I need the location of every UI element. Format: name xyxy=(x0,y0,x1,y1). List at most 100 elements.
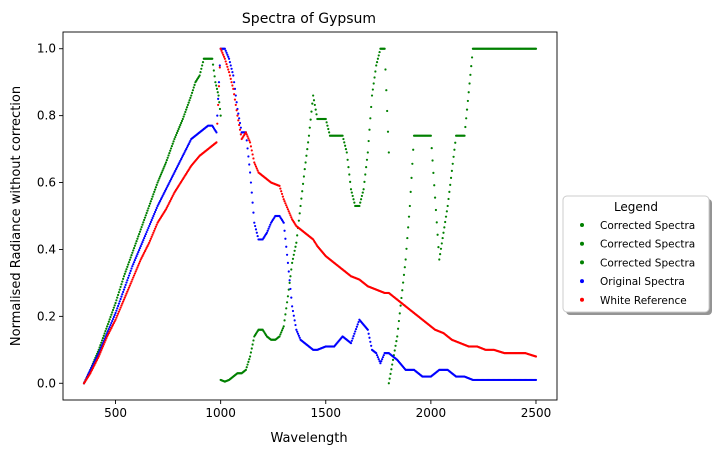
data-point xyxy=(286,208,290,211)
data-point xyxy=(369,117,372,120)
data-point xyxy=(163,191,166,194)
data-point xyxy=(245,133,248,136)
data-point xyxy=(159,175,162,178)
data-point xyxy=(299,204,302,208)
data-point xyxy=(105,337,108,340)
data-point xyxy=(143,236,146,240)
data-point xyxy=(143,218,146,222)
data-point xyxy=(280,329,284,332)
data-point xyxy=(94,362,97,365)
data-point xyxy=(290,296,293,299)
data-point xyxy=(304,161,307,164)
data-point xyxy=(383,47,386,50)
data-point xyxy=(95,357,98,360)
data-point xyxy=(215,141,218,144)
data-point xyxy=(141,255,144,258)
data-point xyxy=(238,123,241,127)
data-point xyxy=(239,133,242,136)
data-point xyxy=(228,74,232,77)
data-point xyxy=(298,336,301,339)
data-point xyxy=(359,198,363,201)
data-point xyxy=(111,317,115,321)
data-point xyxy=(144,214,147,217)
data-point xyxy=(143,234,147,238)
data-point xyxy=(267,227,270,230)
data-point xyxy=(211,63,215,66)
data-point xyxy=(147,226,150,230)
data-point xyxy=(121,302,124,305)
data-point xyxy=(315,113,318,116)
data-point xyxy=(137,235,140,238)
data-point xyxy=(151,216,154,220)
y-tick-label: 0.8 xyxy=(37,109,56,123)
data-point xyxy=(135,268,138,271)
data-point xyxy=(174,135,177,139)
y-tick-label: 0.2 xyxy=(37,309,56,323)
data-point xyxy=(381,358,384,361)
data-point xyxy=(347,166,350,169)
data-point xyxy=(168,181,171,184)
data-point xyxy=(352,335,355,338)
data-point xyxy=(356,323,359,326)
data-point xyxy=(222,53,225,56)
data-point xyxy=(132,261,136,264)
data-point xyxy=(305,154,308,157)
data-point xyxy=(129,269,132,272)
data-point xyxy=(122,298,126,301)
data-point xyxy=(173,137,176,141)
data-point xyxy=(252,157,255,160)
data-point xyxy=(280,192,284,196)
data-point xyxy=(162,193,165,196)
data-point xyxy=(153,190,156,194)
data-point xyxy=(366,328,369,331)
data-point xyxy=(239,126,242,129)
data-point xyxy=(169,149,172,152)
data-point xyxy=(131,265,134,268)
data-point xyxy=(398,312,401,315)
data-point xyxy=(114,318,117,321)
data-point xyxy=(185,146,189,149)
data-point xyxy=(232,74,235,77)
data-point xyxy=(166,156,169,159)
data-point xyxy=(122,288,126,291)
data-point xyxy=(407,215,411,218)
data-point xyxy=(143,250,147,253)
data-point xyxy=(436,233,439,236)
chart-title: Spectra of Gypsum xyxy=(242,11,376,27)
data-point xyxy=(117,310,121,313)
data-point xyxy=(249,145,253,148)
data-point xyxy=(534,47,538,50)
data-point xyxy=(100,349,103,352)
data-point xyxy=(278,335,281,338)
data-point xyxy=(252,339,255,342)
data-point xyxy=(183,113,186,116)
data-point xyxy=(188,99,191,102)
data-point xyxy=(328,131,331,134)
data-point xyxy=(290,216,293,219)
data-point xyxy=(154,208,158,212)
data-point xyxy=(396,335,399,338)
data-point xyxy=(389,372,392,376)
data-point xyxy=(127,286,131,289)
data-point xyxy=(430,146,433,150)
data-point xyxy=(112,321,115,325)
data-point xyxy=(217,94,220,97)
data-point xyxy=(370,344,373,347)
data-point xyxy=(327,127,330,131)
y-axis-label: Normalised Radiance without correction xyxy=(9,86,24,346)
data-point xyxy=(159,199,162,203)
data-point xyxy=(180,121,183,125)
data-point xyxy=(105,327,108,330)
data-point xyxy=(314,108,317,111)
data-point xyxy=(281,327,284,330)
data-point xyxy=(289,287,292,291)
data-point xyxy=(165,206,168,209)
data-point xyxy=(159,198,163,201)
plot-frame xyxy=(62,31,558,401)
data-point xyxy=(395,340,398,343)
data-point xyxy=(148,239,152,242)
legend-marker xyxy=(580,279,584,284)
data-point xyxy=(409,190,412,194)
data-point xyxy=(286,295,290,298)
data-point xyxy=(291,309,295,313)
